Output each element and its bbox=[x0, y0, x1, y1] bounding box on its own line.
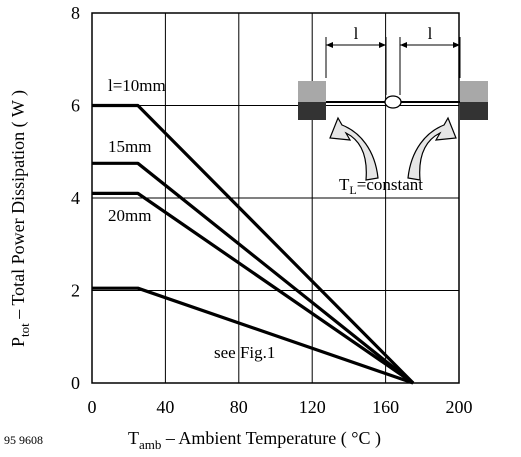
y-tick-2: 2 bbox=[71, 281, 80, 301]
dim-arrow-left-a bbox=[326, 42, 333, 48]
series-line-1 bbox=[92, 103, 415, 385]
y-title-main: P bbox=[8, 337, 28, 347]
dim-arrow-left-b bbox=[379, 42, 386, 48]
heat-arrow-left bbox=[329, 116, 379, 181]
y-tick-4: 4 bbox=[71, 188, 80, 208]
x-tick-80: 80 bbox=[230, 397, 248, 417]
dim-label-right: l bbox=[428, 24, 433, 43]
y-tick-8: 8 bbox=[71, 3, 80, 23]
left-clamp-top bbox=[298, 81, 326, 102]
series-line-4 bbox=[92, 286, 414, 385]
series-line-2 bbox=[92, 161, 415, 385]
mounting-diagram: l l TL=constant bbox=[298, 24, 488, 197]
inset-caption: TL=constant bbox=[339, 175, 423, 197]
left-clamp-bottom bbox=[298, 102, 326, 120]
y-title-sub: tot bbox=[17, 323, 32, 337]
dim-arrow-right-a bbox=[400, 42, 407, 48]
dim-arrow-right-b bbox=[453, 42, 460, 48]
x-tick-160: 160 bbox=[372, 397, 399, 417]
series-label-10mm: l=10mm bbox=[108, 76, 166, 95]
x-tick-40: 40 bbox=[156, 397, 174, 417]
diode-body bbox=[384, 95, 402, 109]
x-title-main: T bbox=[128, 428, 139, 448]
x-title-sub: amb bbox=[139, 437, 161, 452]
x-axis-title: Tamb – Ambient Temperature ( °C ) bbox=[128, 428, 381, 452]
x-tick-120: 120 bbox=[299, 397, 326, 417]
series-label-20mm: 20mm bbox=[108, 206, 151, 225]
y-tick-6: 6 bbox=[71, 96, 80, 116]
series-line-3 bbox=[92, 191, 415, 385]
series-lines bbox=[92, 103, 415, 385]
right-clamp-top bbox=[460, 81, 488, 102]
caption-sub: L bbox=[349, 183, 356, 197]
heat-arrow-right bbox=[407, 116, 457, 181]
x-tick-0: 0 bbox=[88, 397, 97, 417]
y-axis-title: Ptot – Total Power Dissipation ( W ) bbox=[8, 90, 32, 347]
caption-main: T bbox=[339, 175, 350, 194]
figure-id: 95 9608 bbox=[4, 433, 43, 447]
x-title-rest: – Ambient Temperature ( °C ) bbox=[161, 428, 381, 449]
tick-labels: 0 40 80 120 160 200 0 2 4 6 8 bbox=[71, 3, 473, 417]
series-label-fig1: see Fig.1 bbox=[214, 343, 275, 362]
plot-frame bbox=[91, 12, 460, 384]
right-clamp-bottom bbox=[460, 102, 488, 120]
series-label-15mm: 15mm bbox=[108, 137, 151, 156]
dim-label-left: l bbox=[354, 24, 359, 43]
x-tick-200: 200 bbox=[446, 397, 473, 417]
y-title-rest: – Total Power Dissipation ( W ) bbox=[8, 90, 29, 323]
caption-rest: =constant bbox=[357, 175, 424, 194]
y-tick-0: 0 bbox=[71, 373, 80, 393]
